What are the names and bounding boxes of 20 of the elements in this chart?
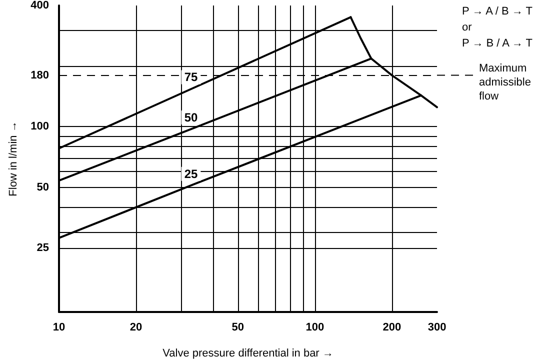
- x-tick-label: 10: [52, 322, 66, 334]
- ref-line-label: Maximum admissible flow: [479, 62, 534, 102]
- text: P → A / B → T: [462, 6, 533, 18]
- series-label: 25: [184, 166, 198, 181]
- text: or: [462, 22, 472, 34]
- series-label: 50: [184, 110, 198, 125]
- y-tick-label: 400: [30, 0, 49, 12]
- y-tick-label: 50: [36, 181, 49, 194]
- y-tick-label: 180: [30, 69, 49, 82]
- text: P → B / A → T: [462, 38, 533, 50]
- x-axis-title: Valve pressure differential in bar →: [162, 348, 334, 360]
- x-tick-label: 200: [382, 322, 402, 334]
- y-tick-label: 25: [36, 242, 49, 254]
- y-axis-title: Flow in l/min →: [8, 121, 20, 196]
- x-tick-label: 100: [306, 322, 324, 334]
- x-tick-label: 50: [232, 322, 244, 334]
- series-label: 75: [184, 70, 198, 84]
- y-tick-label: 100: [30, 120, 49, 133]
- x-tick-label: 300: [428, 322, 446, 334]
- x-tick-label: 20: [130, 322, 142, 334]
